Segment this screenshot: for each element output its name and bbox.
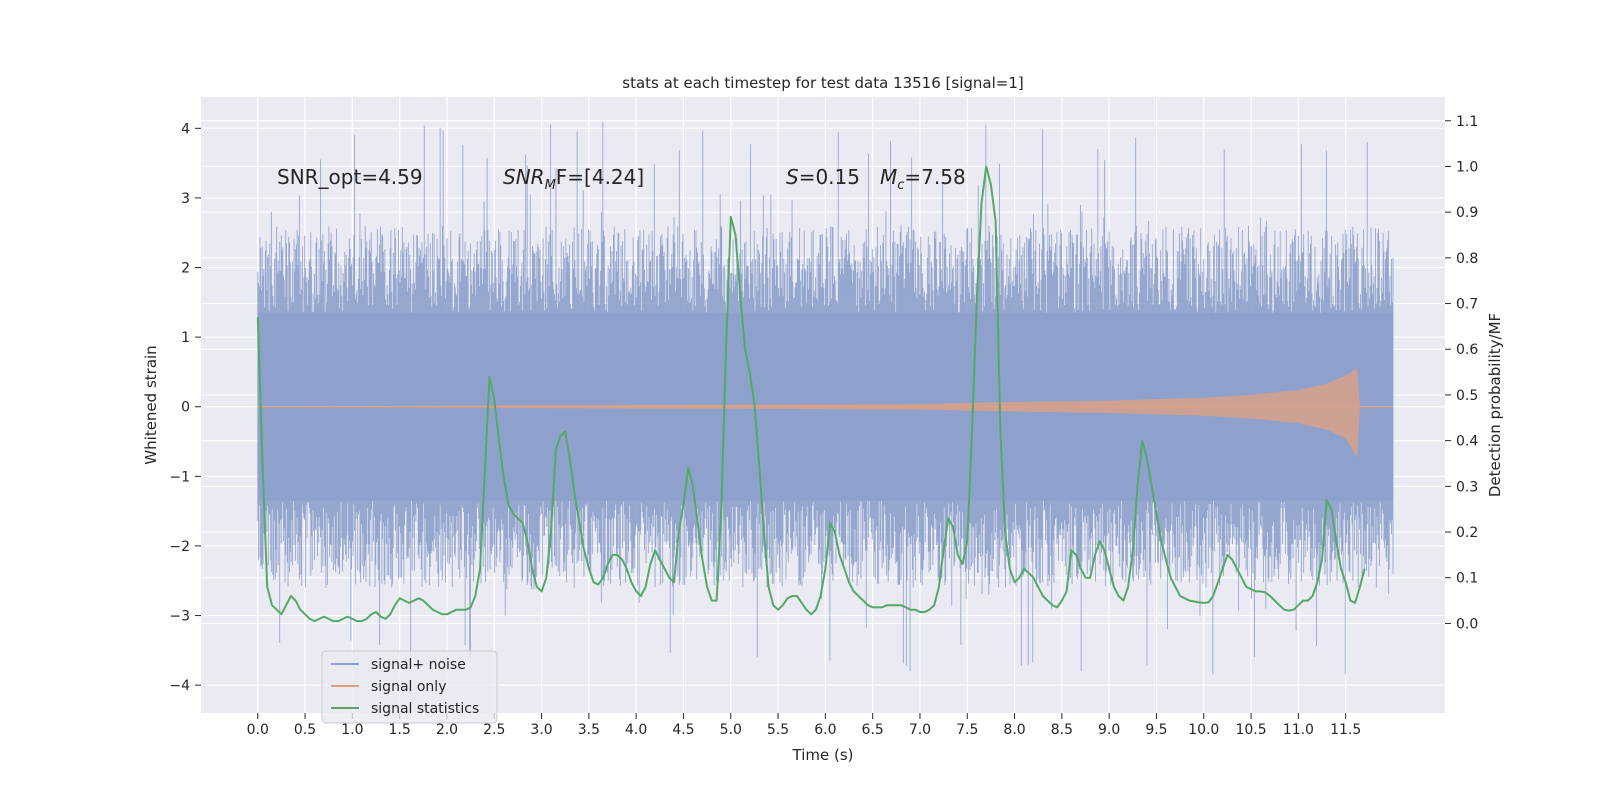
y-left-tick-label: 2 (181, 261, 190, 277)
x-tick-label: 3.5 (578, 722, 600, 738)
x-tick-label: 10.0 (1188, 722, 1219, 738)
x-tick-label: 7.5 (956, 722, 978, 738)
legend-label-noise: signal+ noise (371, 657, 466, 673)
y-left-tick-label: 1 (181, 330, 190, 346)
signal-only-series (257, 368, 1393, 459)
y-axis-right-label: Detection probability/MF (1486, 313, 1504, 497)
x-tick-label: 5.0 (720, 722, 742, 738)
y-right-tick-label: 0.5 (1456, 388, 1478, 404)
x-tick-label: 1.0 (341, 722, 363, 738)
y-right-tick-label: 0.0 (1456, 616, 1478, 632)
y-right-tick-label: 0.9 (1456, 205, 1478, 221)
y-right-tick-label: 0.3 (1456, 479, 1478, 495)
x-tick-label: 5.5 (767, 722, 789, 738)
signal-statistics-series (256, 165, 1366, 623)
x-tick-label: 10.5 (1235, 722, 1266, 738)
snr-mf-value: F=[4.24] (556, 165, 644, 189)
x-tick-label: 2.0 (436, 722, 458, 738)
y-left-tick-label: −1 (169, 469, 190, 485)
axis-ticks: 0.0 0.5 1.0 1.5 2.0 2.5 3.0 3.5 4.0 4.5 5.0 5.5 6.0 6… (169, 114, 1478, 738)
y-right-tick-label: 0.2 (1456, 525, 1478, 541)
x-tick-label: 6.0 (814, 722, 836, 738)
x-tick-label: 4.5 (672, 722, 694, 738)
y-right-tick-label: 0.7 (1456, 297, 1478, 313)
x-axis-label: Time (s) (792, 746, 854, 764)
x-tick-label: 11.5 (1330, 722, 1361, 738)
y-right-tick-label: 0.6 (1456, 342, 1478, 358)
y-left-tick-label: −2 (169, 539, 190, 555)
x-tick-label: 8.5 (1051, 722, 1073, 738)
x-tick-label: 9.5 (1145, 722, 1167, 738)
snr-mf-symbol: SNR (503, 165, 545, 189)
y-left-tick-label: 4 (181, 121, 190, 137)
x-tick-label: 11.0 (1283, 722, 1314, 738)
y-left-tick-label: 0 (181, 400, 190, 416)
x-tick-label: 3.0 (530, 722, 552, 738)
annotation-snr-opt: SNR_opt=4.59 (277, 165, 423, 189)
y-right-tick-label: 0.8 (1456, 251, 1478, 267)
x-tick-label: 8.0 (1003, 722, 1025, 738)
stats-line (256, 165, 1366, 623)
signal-envelope (257, 368, 1360, 459)
annotation-mc: Mc=7.58 (880, 165, 966, 193)
legend: signal+ noise signal only signal statist… (321, 650, 498, 724)
y-right-tick-label: 1.0 (1456, 159, 1478, 175)
y-left-tick-label: −4 (169, 678, 190, 694)
mc-value: =7.58 (904, 165, 965, 189)
y-left-tick-label: 3 (181, 191, 190, 207)
s-symbol: S (786, 165, 799, 189)
mc-subscript: c (897, 178, 904, 193)
x-tick-label: 2.5 (483, 722, 505, 738)
annotation-s: S=0.15 (786, 165, 860, 189)
x-tick-label: 1.5 (389, 722, 411, 738)
mc-symbol: M (880, 165, 897, 189)
x-tick-label: 9.0 (1098, 722, 1120, 738)
y-left-tick-label: −3 (169, 609, 190, 625)
snr-mf-subscript: M (545, 178, 556, 193)
y-right-tick-label: 0.1 (1456, 571, 1478, 587)
annotation-snr-mf: SNRMF=[4.24] (503, 165, 644, 193)
legend-box (321, 650, 498, 724)
x-tick-label: 4.0 (625, 722, 647, 738)
y-right-tick-label: 0.4 (1456, 434, 1478, 450)
legend-label-signal: signal only (371, 679, 446, 695)
x-tick-label: 6.5 (862, 722, 884, 738)
chart-title: stats at each timestep for test data 135… (622, 74, 1023, 92)
x-tick-label: 7.0 (909, 722, 931, 738)
legend-label-stats: signal statistics (371, 701, 479, 717)
x-tick-label: 0.0 (247, 722, 269, 738)
y-right-tick-label: 1.1 (1456, 114, 1478, 130)
y-axis-left-label: Whitened strain (142, 345, 160, 464)
x-tick-label: 0.5 (294, 722, 316, 738)
s-value: =0.15 (799, 165, 860, 189)
